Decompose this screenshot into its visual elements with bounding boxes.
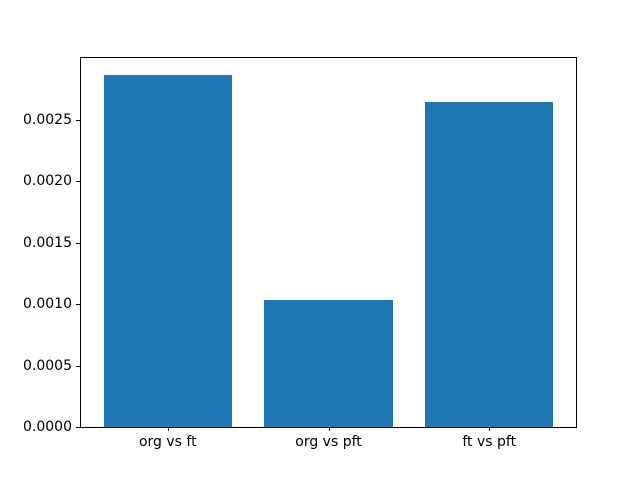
x-tick-mark	[167, 427, 169, 431]
x-tick-mark	[328, 427, 330, 431]
y-tick-label: 0.0015	[23, 234, 72, 251]
plot-area	[80, 57, 577, 428]
y-tick-mark	[76, 427, 80, 428]
y-tick-mark	[76, 242, 80, 244]
y-tick-mark	[76, 304, 80, 305]
bar-ft-vs-pft	[424, 102, 554, 427]
x-tick-mark	[489, 427, 491, 431]
y-tick-label: 0.0000	[23, 419, 72, 435]
y-tick-label: 0.0025	[23, 111, 72, 128]
y-tick-label: 0.0020	[23, 173, 72, 189]
y-tick-mark	[76, 119, 80, 121]
y-tick-label: 0.0005	[23, 357, 72, 374]
y-tick-mark	[76, 365, 80, 367]
x-tick-label: org vs pft	[295, 434, 362, 450]
bar-org-vs-pft	[264, 300, 393, 427]
x-tick-label: ft vs pft	[462, 434, 517, 450]
bar-org-vs-ft	[103, 75, 233, 427]
x-tick-label: org vs ft	[138, 434, 197, 450]
y-tick-label: 0.0010	[23, 296, 72, 312]
y-tick-mark	[76, 181, 80, 182]
